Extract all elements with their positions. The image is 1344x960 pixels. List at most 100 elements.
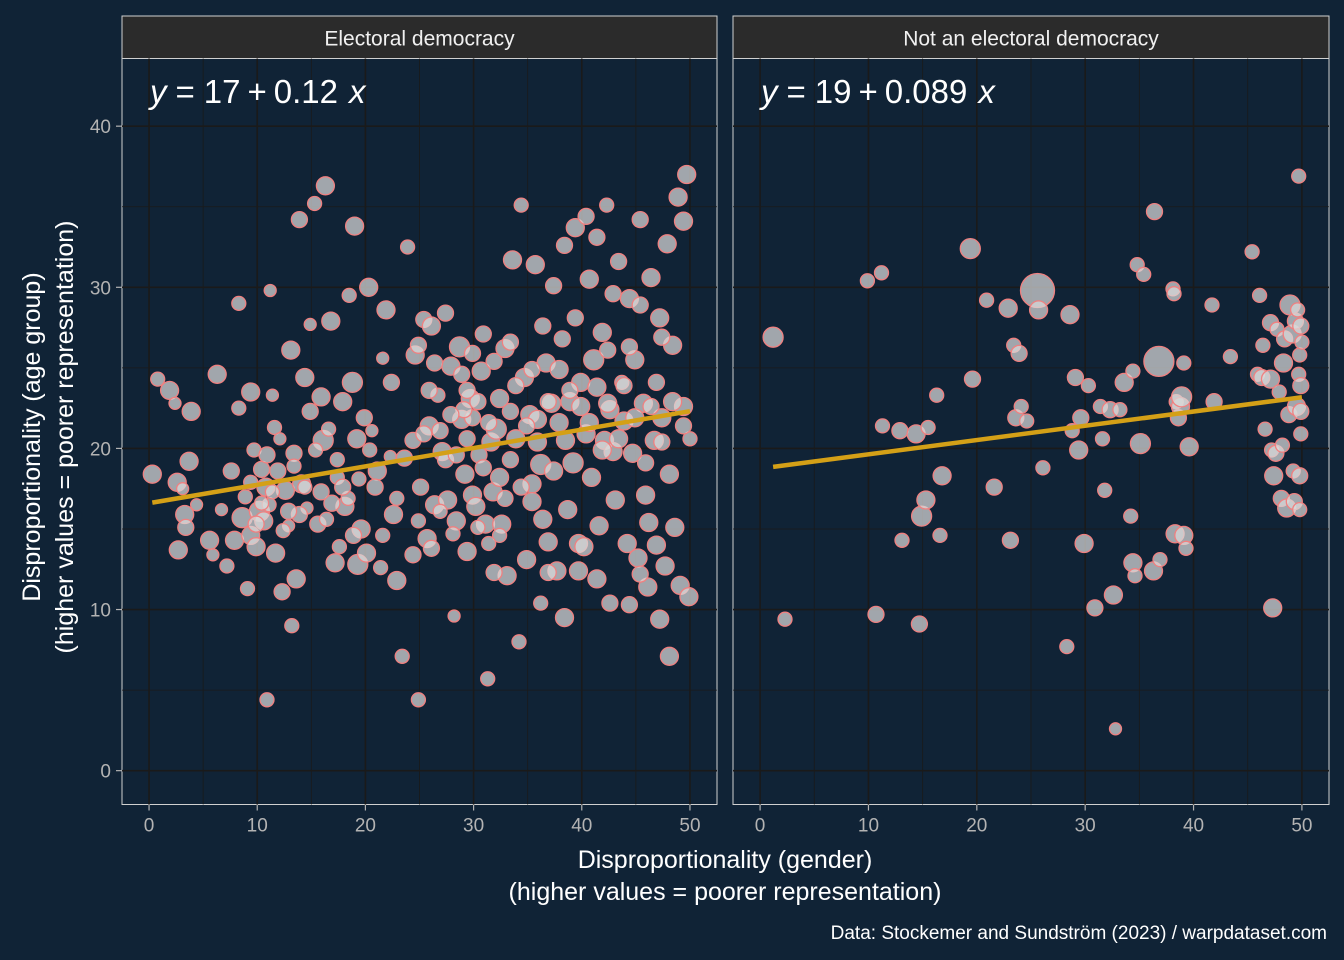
equation-intercept: 19 (815, 73, 852, 110)
data-point (1260, 369, 1281, 389)
data-point (655, 556, 675, 576)
data-point (325, 553, 345, 573)
data-point (544, 277, 563, 295)
data-point (574, 537, 594, 557)
x-axis-ticks-not-electoral-democracy: 0 10 20 30 40 50 (755, 804, 1312, 837)
data-point (571, 396, 591, 417)
data-point (301, 402, 319, 421)
data-point (1293, 426, 1309, 442)
data-point (1273, 353, 1294, 373)
data-point (329, 452, 345, 468)
data-point (1035, 460, 1051, 476)
data-point (219, 558, 235, 574)
data-point (399, 239, 416, 255)
data-point (489, 467, 510, 488)
data-point (455, 464, 475, 484)
data-point (639, 512, 659, 533)
data-point (679, 587, 699, 607)
data-point (222, 462, 240, 480)
x-tick-label: 20 (355, 816, 376, 837)
data-point (549, 359, 569, 380)
data-point (1176, 355, 1192, 371)
data-point (485, 352, 503, 371)
data-point (659, 464, 680, 484)
x-tick-label: 40 (1183, 816, 1204, 837)
data-point (1112, 402, 1128, 418)
data-point (1086, 599, 1104, 617)
data-point (587, 377, 607, 397)
data-point (253, 495, 270, 511)
data-point (447, 609, 461, 623)
strip-not-electoral-democracy (732, 15, 1330, 59)
data-point (517, 417, 536, 435)
data-point (674, 417, 693, 435)
data-point (511, 634, 527, 650)
data-point (266, 419, 283, 436)
data-point (168, 540, 188, 560)
data-point (916, 490, 936, 510)
y-axis-subtitle: (higher values = poorer representation) (51, 221, 79, 654)
data-point (1010, 344, 1028, 363)
data-point (1074, 533, 1094, 554)
equation-plus: + (859, 73, 878, 110)
regression-line-not-electoral-democracy (772, 395, 1303, 470)
data-point (445, 526, 461, 542)
panel-not-electoral-democracy: Not an electoral democracy y = 19 +0.089 x 0… (732, 15, 1330, 837)
data-point (175, 482, 190, 496)
data-point (410, 513, 427, 529)
data-point (1291, 467, 1309, 485)
data-point (458, 381, 476, 400)
data-point (318, 511, 335, 527)
x-tick-label: 10 (858, 816, 879, 837)
data-point (1292, 402, 1310, 421)
data-point (307, 442, 324, 458)
data-point (501, 402, 520, 421)
data-point (247, 515, 265, 533)
data-point (480, 413, 498, 432)
equation-equals: = (787, 73, 806, 110)
data-point (258, 446, 276, 464)
data-point (312, 483, 330, 501)
data-point (259, 692, 275, 708)
data-point (295, 367, 315, 388)
data-point (555, 236, 574, 255)
data-point (512, 478, 530, 496)
data-point (929, 387, 945, 403)
data-point (920, 419, 936, 436)
data-point (646, 535, 667, 555)
data-point (601, 594, 619, 612)
data-point (279, 502, 298, 520)
data-point (501, 451, 520, 469)
data-point (777, 611, 793, 627)
data-point (168, 396, 182, 410)
data-point (471, 361, 491, 381)
data-point (1170, 386, 1193, 408)
data-point (1255, 337, 1271, 353)
data-point (347, 429, 367, 449)
equation-y-symbol: y (759, 73, 780, 110)
equation-electoral-democracy: y = 17 +0.12 x (148, 73, 367, 110)
data-point (636, 454, 655, 472)
data-point (206, 548, 220, 562)
data-point (273, 583, 291, 601)
strip-title-electoral-democracy: Electoral democracy (324, 28, 515, 51)
y-tick-label: 10 (90, 601, 111, 622)
data-point (1060, 305, 1080, 325)
data-point (181, 401, 201, 422)
data-point (959, 237, 981, 260)
data-point (207, 364, 227, 384)
equation-y-symbol: y (148, 73, 169, 110)
x-tick-label: 30 (1075, 816, 1096, 837)
data-point (496, 489, 514, 508)
data-point (286, 569, 306, 589)
data-point (376, 300, 396, 320)
data-point (647, 373, 666, 392)
data-point (566, 309, 584, 327)
data-point (932, 466, 952, 486)
data-point (1136, 266, 1152, 283)
data-point (1059, 638, 1075, 655)
data-point (653, 433, 671, 451)
data-point (491, 527, 508, 544)
data-point (568, 561, 589, 581)
data-point (387, 570, 407, 591)
